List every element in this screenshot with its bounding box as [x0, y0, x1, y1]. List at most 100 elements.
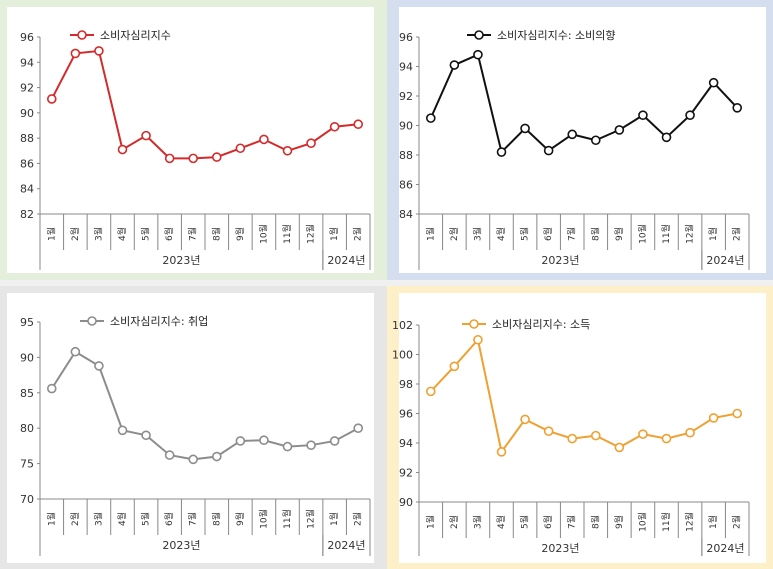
y-tick-label: 94 — [20, 56, 34, 69]
chart-panel-1: 82 84 86 88 90 92 94 96 1월 2월 3월 4월 5월 6월 7월 8월 9월 10월 11월… — [0, 0, 387, 280]
data-point — [473, 334, 483, 345]
data-point — [590, 430, 601, 441]
x-tick-label: 1월 — [707, 515, 719, 529]
data-point — [567, 129, 578, 140]
plot-background — [7, 293, 374, 563]
y-tick-label: 84 — [399, 208, 413, 221]
data-point — [306, 440, 316, 450]
data-point — [117, 425, 128, 436]
legend-marker — [77, 30, 87, 40]
x-tick-label: 2월 — [352, 227, 364, 241]
data-point — [117, 144, 128, 155]
data-point — [590, 135, 601, 146]
x-tick-label: 3월 — [471, 515, 483, 529]
data-point — [188, 153, 199, 164]
year-group-label: 2024년 — [327, 254, 365, 267]
y-tick-label: 90 — [399, 120, 413, 133]
x-tick-label: 8월 — [210, 227, 222, 241]
chart-svg: 70 75 80 85 90 95 1월 2월 3월 4월 5월 6월 7월 8월 9월 10월 11월 12월 1… — [0, 286, 387, 569]
y-tick-label: 96 — [399, 408, 413, 421]
x-tick-label: 1월 — [707, 227, 719, 241]
x-tick-label: 6월 — [542, 515, 554, 529]
data-point — [329, 121, 340, 132]
year-group-label: 2024년 — [327, 539, 365, 552]
data-point — [732, 408, 743, 419]
year-group-label: 2023년 — [162, 254, 200, 267]
data-point — [449, 60, 460, 70]
x-tick-label: 8월 — [589, 227, 601, 241]
x-tick-label: 3월 — [471, 227, 483, 241]
y-tick-label: 100 — [392, 349, 413, 362]
year-group-label: 2023년 — [162, 539, 200, 552]
x-tick-label: 1월 — [328, 512, 340, 526]
data-point — [211, 152, 222, 162]
data-point — [473, 49, 483, 60]
data-point — [94, 46, 104, 56]
chart-panel-4: 90 92 94 96 98 100 102 1월 2월 3월 4월 5월 6월 7월 8월 9월 10월 11월… — [387, 286, 773, 569]
chart-svg: 90 92 94 96 98 100 102 1월 2월 3월 4월 5월 6월 7월 8월 9월 10월 11월… — [387, 286, 773, 569]
legend-marker — [469, 319, 479, 329]
data-point — [188, 454, 199, 465]
data-point — [685, 427, 695, 438]
y-tick-label: 86 — [20, 157, 34, 170]
data-point — [449, 361, 460, 372]
data-point — [70, 48, 81, 59]
y-tick-label: 90 — [399, 496, 413, 509]
x-tick-label: 12월 — [305, 509, 317, 529]
chart-panel-2: 84 86 88 90 92 94 96 1월 2월 3월 4월 5월 6월 7월 8월 9월 10월 11월 12… — [387, 0, 773, 280]
year-group-label: 2024년 — [706, 542, 744, 555]
x-tick-label: 2월 — [731, 227, 743, 241]
x-tick-label: 6월 — [163, 227, 175, 241]
x-tick-label: 5월 — [140, 227, 152, 241]
data-point — [543, 426, 554, 436]
x-tick-label: 9월 — [613, 227, 625, 241]
x-tick-label: 4월 — [116, 512, 128, 526]
x-tick-label: 2월 — [69, 227, 81, 241]
data-point — [638, 110, 648, 120]
year-group-label: 2023년 — [541, 254, 579, 267]
data-point — [520, 414, 530, 425]
data-point — [353, 423, 364, 433]
x-tick-label: 3월 — [92, 512, 104, 526]
data-point — [282, 145, 293, 156]
x-tick-label: 7월 — [566, 515, 578, 529]
y-tick-label: 80 — [20, 422, 34, 435]
x-tick-label: 1월 — [424, 227, 436, 241]
y-tick-label: 90 — [20, 351, 34, 364]
x-tick-label: 1월 — [45, 512, 57, 526]
plot-background — [399, 7, 766, 273]
y-tick-label: 88 — [20, 132, 34, 145]
y-tick-label: 90 — [20, 107, 34, 120]
data-point — [46, 94, 57, 104]
x-tick-label: 1월 — [45, 227, 57, 241]
year-group-label: 2024년 — [706, 254, 744, 267]
data-point — [685, 110, 695, 120]
x-tick-label: 10월 — [636, 224, 648, 244]
data-point — [259, 435, 269, 446]
data-point — [661, 132, 672, 143]
x-tick-label: 2월 — [731, 515, 743, 529]
x-tick-label: 1월 — [328, 227, 340, 241]
data-point — [425, 386, 436, 397]
y-tick-label: 92 — [399, 467, 413, 480]
data-point — [282, 441, 293, 452]
y-tick-label: 96 — [399, 31, 413, 44]
x-tick-label: 7월 — [566, 227, 578, 241]
y-tick-label: 95 — [20, 316, 34, 329]
x-tick-label: 3월 — [92, 227, 104, 241]
legend-label: 소비자심리지수: 소득 — [492, 318, 590, 331]
x-tick-label: 2월 — [448, 515, 460, 529]
x-tick-label: 10월 — [636, 512, 648, 532]
data-point — [141, 430, 151, 441]
x-tick-label: 2월 — [69, 512, 81, 526]
x-tick-label: 4월 — [116, 227, 128, 241]
legend-label: 소비자심리지수: 소비의향 — [497, 29, 616, 42]
chart-panel-3: 70 75 80 85 90 95 1월 2월 3월 4월 5월 6월 7월 8월 9월 10월 11월 12월 1… — [0, 286, 387, 569]
data-point — [496, 447, 507, 457]
x-tick-label: 9월 — [234, 512, 246, 526]
x-tick-label: 7월 — [187, 512, 199, 526]
data-point — [425, 113, 436, 123]
x-tick-label: 9월 — [234, 227, 246, 241]
x-tick-label: 5월 — [519, 227, 531, 241]
data-point — [661, 433, 672, 444]
